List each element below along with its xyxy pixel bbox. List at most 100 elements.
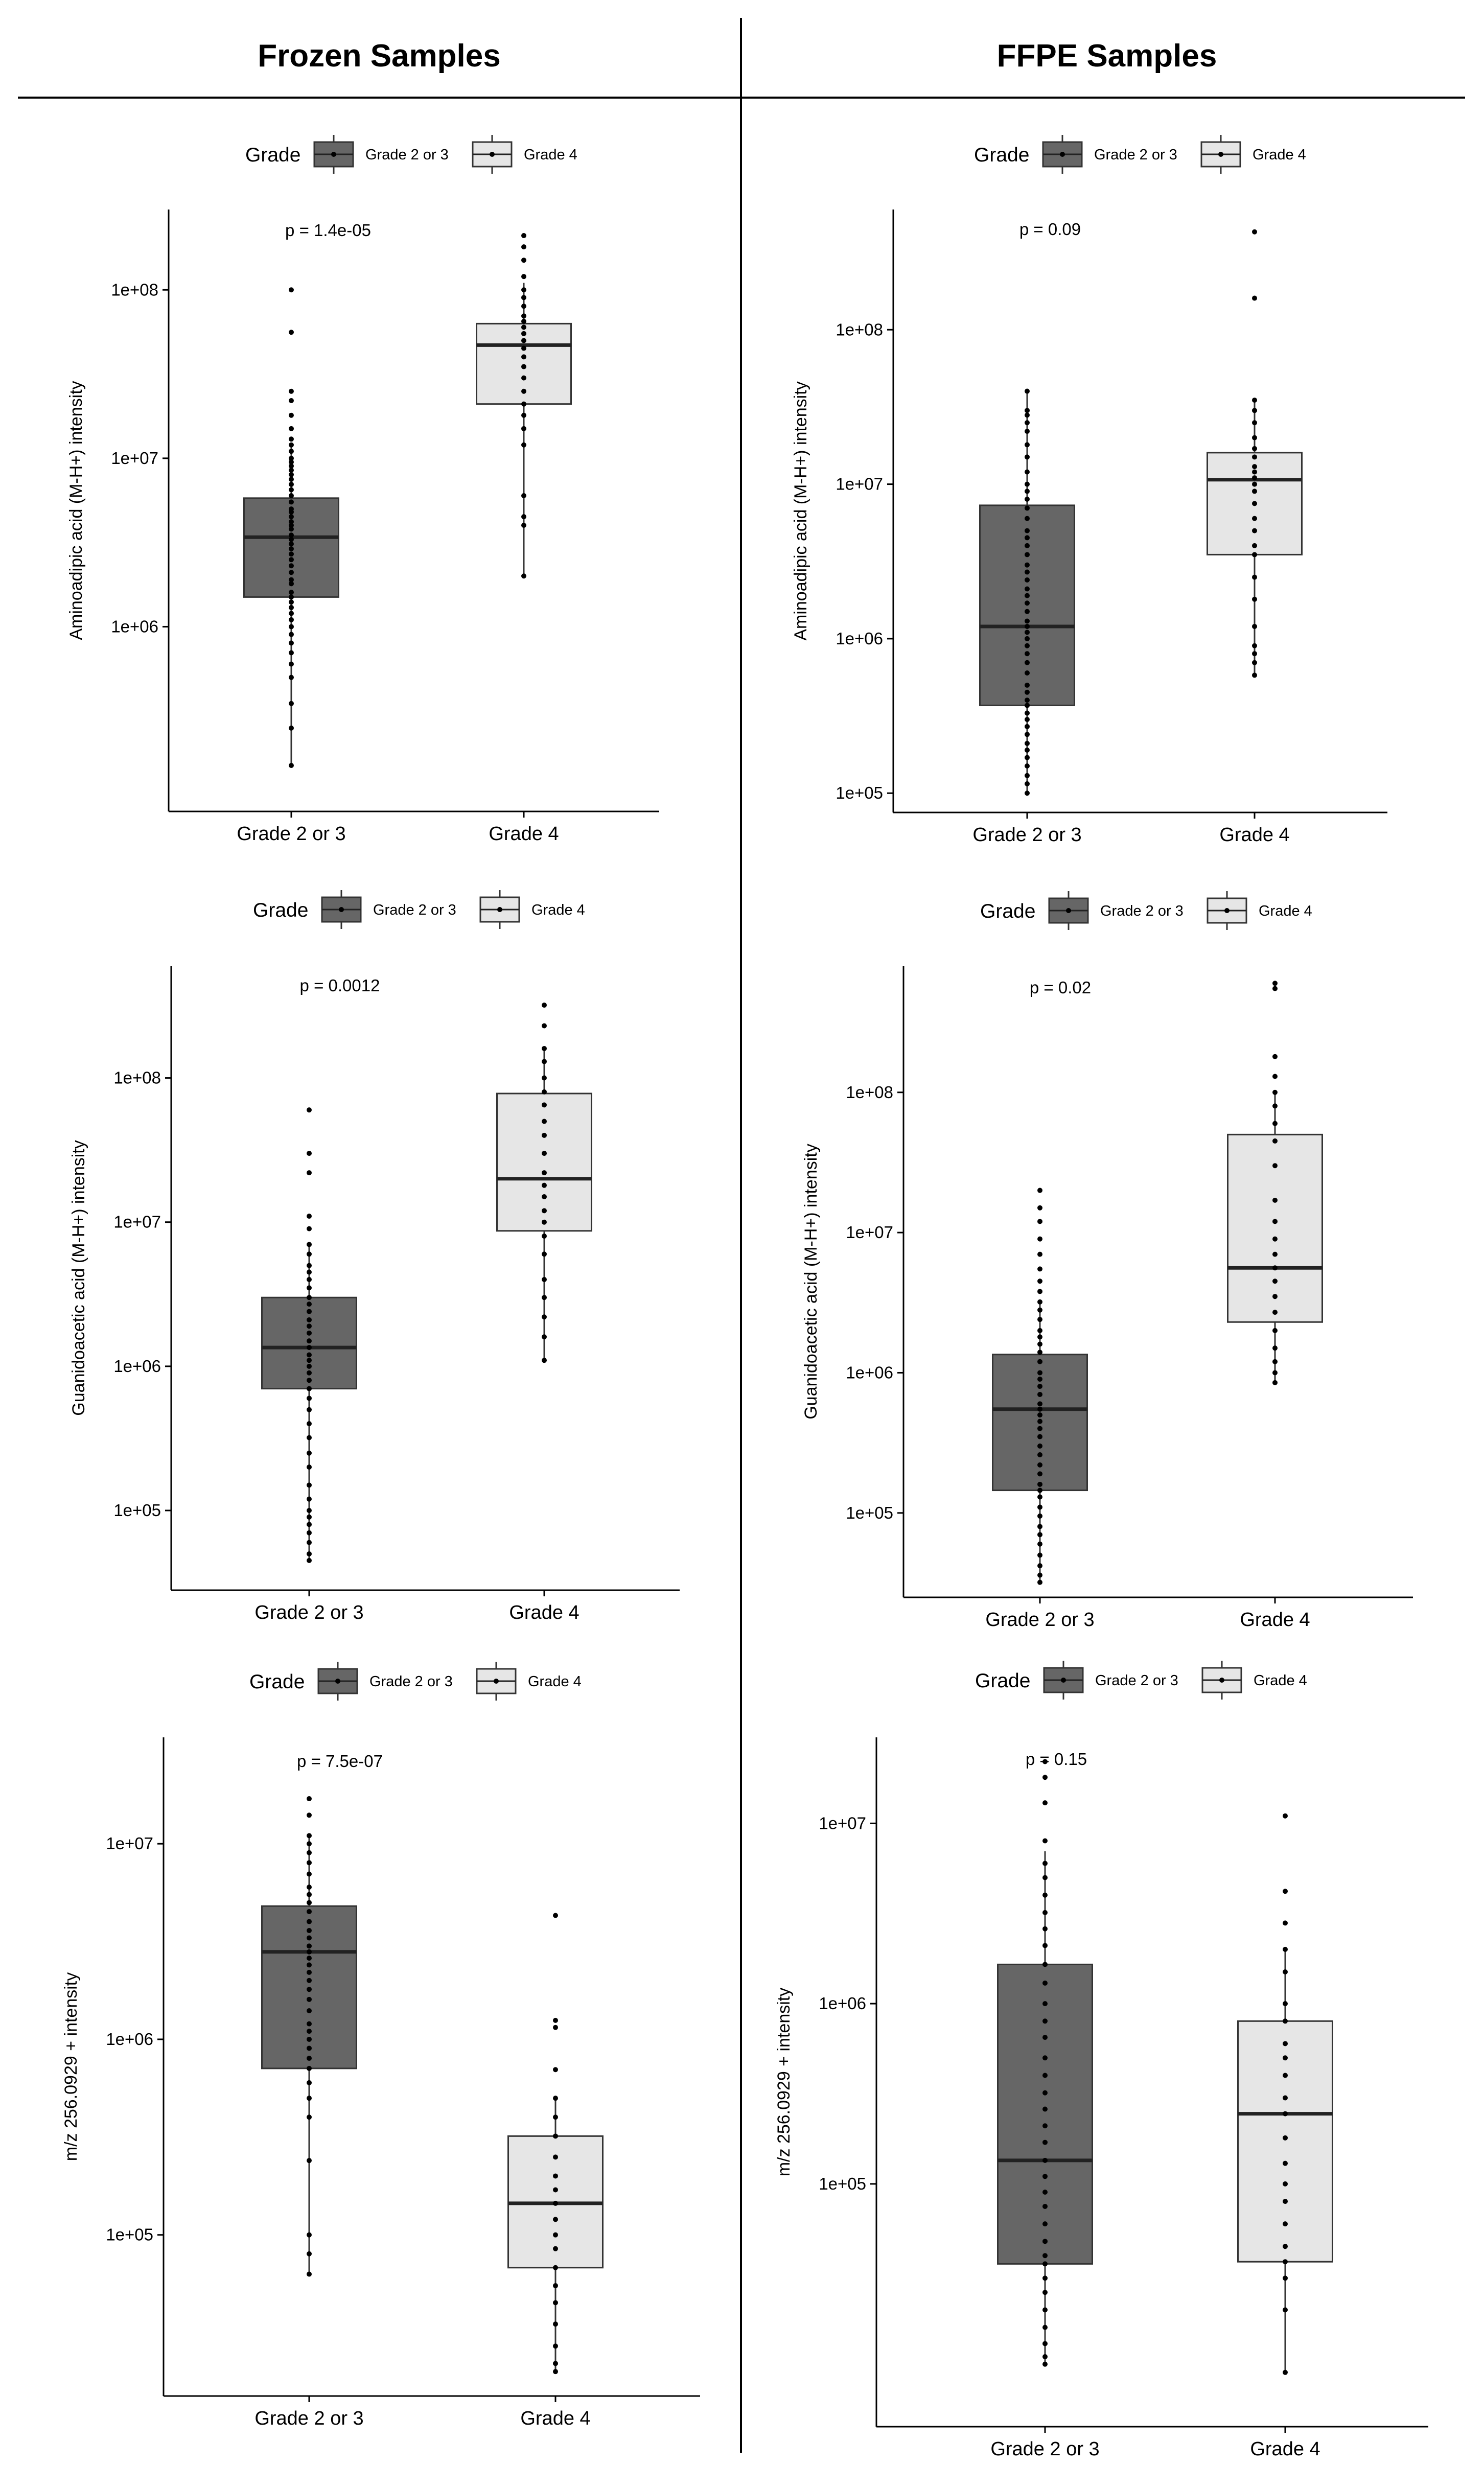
data-point [1025, 660, 1030, 665]
data-point [1272, 1310, 1278, 1315]
p-value-annotation: p = 0.0012 [300, 976, 380, 995]
data-point [289, 412, 294, 418]
legend-title: Grade [253, 899, 308, 921]
legend-label: Grade 2 or 3 [1100, 903, 1184, 919]
data-point [1042, 2221, 1048, 2227]
legend-key-point [1224, 908, 1230, 913]
data-point [307, 1885, 312, 1890]
y-tick-label: 1e+06 [846, 1363, 893, 1382]
data-point [542, 1119, 547, 1124]
data-point [1025, 586, 1030, 592]
data-point [1037, 1289, 1042, 1294]
data-point [307, 1285, 312, 1291]
data-point [1042, 2361, 1048, 2367]
data-point [1042, 2190, 1048, 2195]
y-tick-label: 1e+05 [106, 2225, 153, 2244]
data-point [307, 1407, 312, 1412]
data-point [542, 1075, 547, 1081]
data-point [1272, 1328, 1278, 1333]
data-point [1042, 1800, 1048, 1806]
data-point [1042, 1759, 1048, 1764]
data-point [289, 763, 294, 769]
data-point [307, 1900, 312, 1905]
data-point [1042, 2239, 1048, 2244]
data-point [542, 1023, 547, 1029]
data-point [289, 551, 294, 557]
data-point [542, 1089, 547, 1095]
data-point [289, 661, 294, 667]
legend: Grade Grade 2 or 3 Grade 4 [253, 890, 585, 929]
data-point [1037, 1487, 1042, 1493]
data-point [1025, 643, 1030, 648]
data-point [553, 2232, 558, 2238]
header-frozen: Frozen Samples [258, 38, 500, 74]
data-point [1037, 1563, 1042, 1569]
data-point [1037, 1350, 1042, 1355]
data-point [307, 1860, 312, 1866]
data-point [1025, 496, 1030, 502]
data-point [1283, 2018, 1288, 2024]
x-category-label: Grade 2 or 3 [972, 824, 1081, 846]
data-point [307, 1943, 312, 1949]
data-point [307, 1530, 312, 1536]
data-point [521, 493, 526, 498]
data-point [1037, 1299, 1042, 1305]
data-point [1042, 2106, 1048, 2112]
data-point [1025, 577, 1030, 583]
data-point [1252, 464, 1257, 470]
data-point [553, 2300, 558, 2306]
y-axis-title: m/z 256.0929 + intensity [61, 1972, 81, 2161]
data-point [1283, 2244, 1288, 2249]
data-point [289, 287, 294, 293]
legend-key-grade-2-or-3: Grade 2 or 3 [317, 1662, 453, 1701]
data-point [521, 354, 526, 360]
data-point [1042, 1875, 1048, 1880]
data-point [1042, 2290, 1048, 2295]
data-point [289, 449, 294, 454]
data-point [1283, 2073, 1288, 2078]
data-point [553, 2096, 558, 2101]
data-point [1042, 1775, 1048, 1780]
data-point [1025, 543, 1030, 548]
data-point [521, 573, 526, 579]
data-point [542, 1314, 547, 1320]
data-point [1272, 1251, 1278, 1257]
data-point [1252, 643, 1257, 648]
data-point [289, 523, 294, 528]
data-point [1042, 1980, 1048, 1986]
data-point [1025, 773, 1030, 778]
legend-key-point [1061, 1678, 1066, 1683]
y-tick-label: 1e+07 [111, 449, 158, 468]
data-point [307, 1378, 312, 1383]
legend-label: Grade 4 [1253, 147, 1306, 163]
data-point [1042, 2253, 1048, 2259]
data-point [521, 412, 526, 418]
data-point [1252, 623, 1257, 629]
legend-key-grade-4: Grade 4 [1200, 135, 1306, 174]
box-grade-4 [507, 1913, 604, 2375]
data-point [521, 258, 526, 263]
box-grade-2-or-3 [243, 287, 339, 769]
data-point [542, 1358, 547, 1363]
data-point [1025, 682, 1030, 688]
data-point [307, 1969, 312, 1975]
data-point [1252, 516, 1257, 521]
data-point [307, 1251, 312, 1257]
data-point [553, 2067, 558, 2073]
data-point [289, 675, 294, 680]
legend: Grade Grade 2 or 3 Grade 4 [249, 1662, 582, 1701]
data-point [289, 519, 294, 525]
data-point [289, 617, 294, 622]
data-point [1283, 2001, 1288, 2007]
data-point [307, 1386, 312, 1391]
data-point [521, 426, 526, 431]
data-point [289, 463, 294, 469]
data-point [307, 1338, 312, 1344]
x-category-label: Grade 4 [1240, 1609, 1310, 1631]
legend-key-point [335, 1679, 340, 1684]
data-point [307, 1295, 312, 1300]
data-point [1025, 552, 1030, 557]
data-point [1037, 1541, 1042, 1547]
data-point [289, 577, 294, 583]
